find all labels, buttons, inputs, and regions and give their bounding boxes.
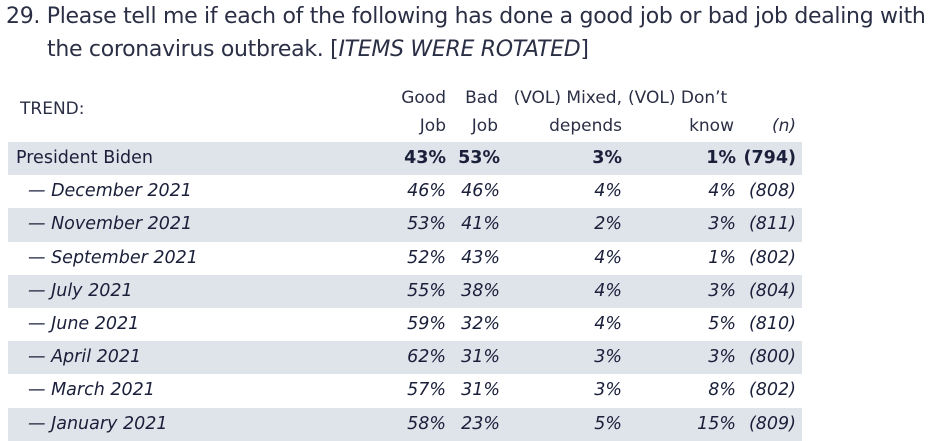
cell-mixed-depends: 3%	[592, 148, 622, 168]
cell-good-job: 55%	[407, 280, 446, 301]
question-line-2-suffix: ]	[580, 37, 589, 62]
table-header: TREND: Good Job Bad Job (VOL) Mixed, dep…	[8, 81, 802, 142]
cell-sample-size: (811)	[748, 214, 796, 235]
cell-dont-know: 5%	[708, 313, 736, 334]
cell-dont-know: 1%	[706, 148, 736, 168]
row-label: — April 2021	[28, 347, 142, 368]
row-label: President Biden	[16, 148, 154, 168]
cell-bad-job: 31%	[461, 380, 500, 401]
row-label: — September 2021	[28, 247, 198, 268]
row-label: — December 2021	[28, 181, 192, 202]
cell-sample-size: (810)	[748, 313, 796, 334]
cell-dont-know: 1%	[708, 247, 736, 268]
header-good-2: Job	[419, 116, 446, 136]
header-bad-2: Job	[471, 116, 498, 136]
table-row: — December 2021 46% 46% 4% 4% (808)	[8, 175, 802, 208]
cell-mixed-depends: 3%	[594, 347, 622, 368]
row-label: — March 2021	[28, 380, 155, 401]
cell-mixed-depends: 4%	[594, 247, 622, 268]
cell-good-job: 62%	[407, 347, 446, 368]
cell-good-job: 57%	[407, 380, 446, 401]
question-text: 29. Please tell me if each of the follow…	[6, 0, 936, 66]
cell-bad-job: 41%	[461, 214, 500, 235]
cell-mixed-depends: 4%	[594, 313, 622, 334]
table-row: — April 2021 62% 31% 3% 3% (800)	[8, 341, 802, 375]
cell-bad-job: 31%	[461, 347, 500, 368]
table-row: — July 2021 55% 38% 4% 3% (804)	[8, 274, 802, 308]
cell-bad-job: 38%	[461, 280, 500, 301]
cell-bad-job: 23%	[461, 413, 500, 434]
table-row: President Biden 43% 53% 3% 1% (794)	[8, 142, 802, 176]
header-dk-2: know	[689, 116, 734, 136]
cell-bad-job: 53%	[458, 148, 500, 168]
question-line-1: 29. Please tell me if each of the follow…	[6, 4, 926, 29]
cell-good-job: 46%	[407, 181, 446, 202]
table-body: President Biden 43% 53% 3% 1% (794) — December…	[8, 142, 802, 441]
cell-mixed-depends: 4%	[594, 181, 622, 202]
cell-mixed-depends: 5%	[594, 413, 622, 434]
cell-mixed-depends: 2%	[594, 214, 622, 235]
cell-sample-size: (809)	[748, 413, 796, 434]
row-label: — January 2021	[28, 413, 168, 434]
cell-dont-know: 4%	[708, 181, 736, 202]
cell-sample-size: (804)	[748, 280, 796, 301]
cell-dont-know: 3%	[708, 347, 736, 368]
table-row: — June 2021 59% 32% 4% 5% (810)	[8, 308, 802, 341]
header-n: (n)	[771, 116, 796, 136]
trend-header: TREND:	[20, 99, 85, 119]
header-mixed-1: (VOL) Mixed,	[513, 88, 622, 108]
table-row: — March 2021 57% 31% 3% 8% (802)	[8, 374, 802, 407]
header-dk-1: (VOL) Don’t	[628, 88, 728, 108]
question-rotation-note: ITEMS WERE ROTATED	[338, 37, 581, 62]
cell-good-job: 58%	[407, 413, 446, 434]
header-mixed-2: depends	[549, 116, 622, 136]
table-row: — September 2021 52% 43% 4% 1% (802)	[8, 242, 802, 275]
cell-dont-know: 3%	[708, 214, 736, 235]
cell-dont-know: 8%	[708, 380, 736, 401]
cell-dont-know: 3%	[708, 280, 736, 301]
results-table: TREND: Good Job Bad Job (VOL) Mixed, dep…	[8, 81, 802, 441]
cell-sample-size: (802)	[748, 247, 796, 268]
cell-sample-size: (800)	[748, 347, 796, 368]
row-label: — July 2021	[28, 280, 133, 301]
cell-sample-size: (794)	[743, 148, 796, 168]
cell-sample-size: (802)	[748, 380, 796, 401]
cell-bad-job: 43%	[461, 247, 500, 268]
cell-bad-job: 46%	[461, 181, 500, 202]
cell-good-job: 52%	[407, 247, 446, 268]
cell-good-job: 43%	[404, 148, 446, 168]
cell-good-job: 59%	[407, 313, 446, 334]
cell-mixed-depends: 3%	[594, 380, 622, 401]
row-label: — November 2021	[28, 214, 193, 235]
header-good-1: Good	[401, 88, 446, 108]
cell-dont-know: 15%	[697, 413, 736, 434]
table-row: — November 2021 53% 41% 2% 3% (811)	[8, 208, 802, 242]
cell-bad-job: 32%	[461, 313, 500, 334]
table-row: — January 2021 58% 23% 5% 15% (809)	[8, 407, 802, 441]
header-bad-1: Bad	[465, 88, 498, 108]
cell-mixed-depends: 4%	[594, 280, 622, 301]
question-line-2: the coronavirus outbreak. [ITEMS WERE RO…	[6, 33, 936, 66]
cell-good-job: 53%	[407, 214, 446, 235]
cell-sample-size: (808)	[748, 181, 796, 202]
row-label: — June 2021	[28, 313, 140, 334]
question-line-2-prefix: the coronavirus outbreak. [	[47, 37, 339, 62]
